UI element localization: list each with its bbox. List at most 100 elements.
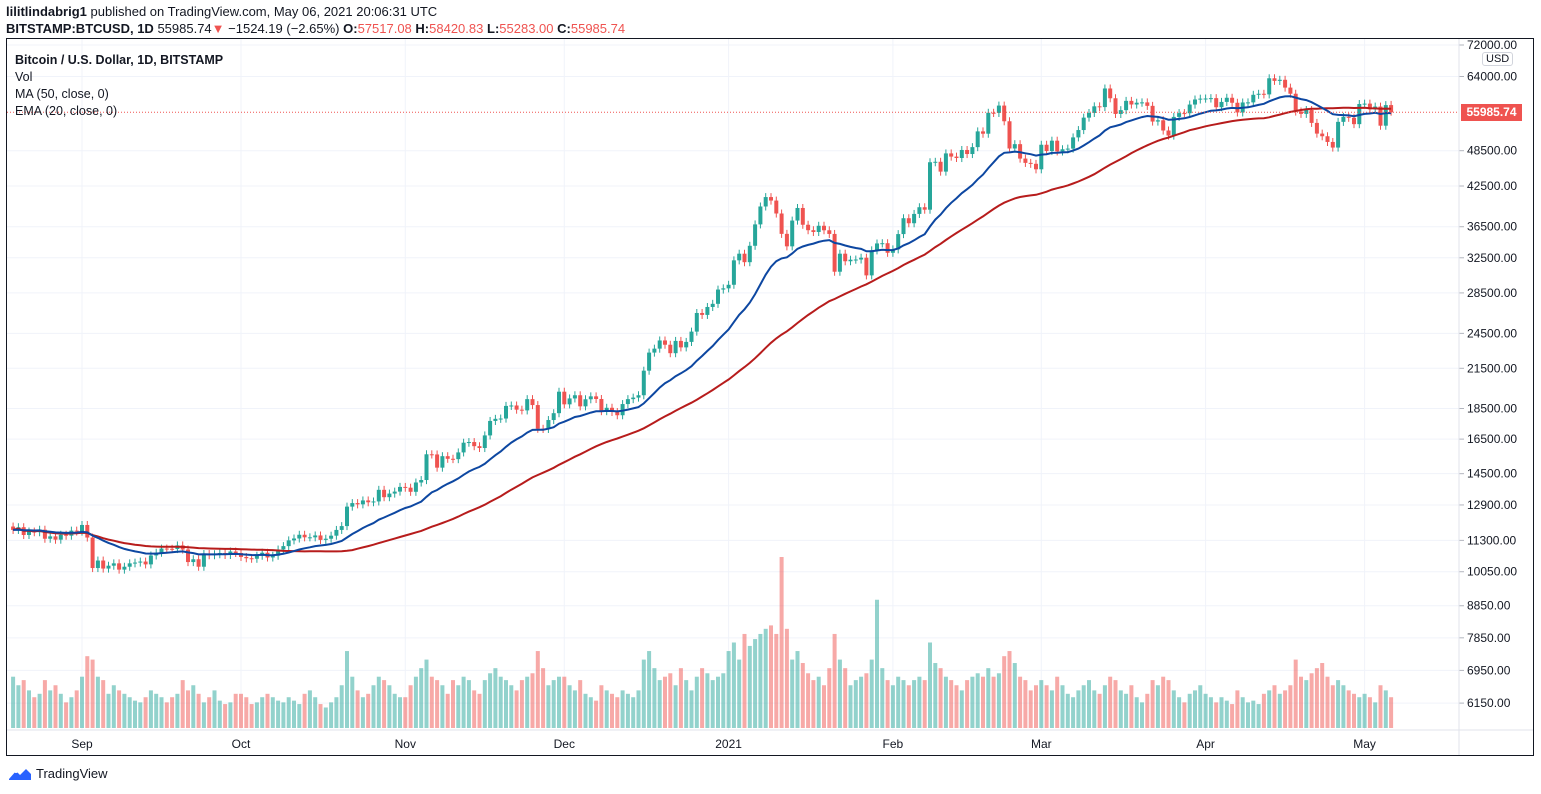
price-change: −1524.19 (−2.65%) [228,21,340,36]
candle-body [1023,158,1028,163]
volume-bar [424,659,429,728]
candle-body [164,548,169,550]
candle-body [1081,117,1086,131]
volume-bar [461,676,466,728]
volume-bar [572,690,577,728]
volume-bar [32,697,37,728]
candle-body [329,535,334,539]
volume-bar [784,628,789,728]
legend-ema[interactable]: EMA (20, close, 0) [15,104,118,118]
y-tick-label: 16500.00 [1467,432,1517,446]
volume-bar [1055,676,1060,728]
legend-vol[interactable]: Vol [15,70,33,84]
footer-logo[interactable]: TradingView [8,766,108,781]
volume-bar [848,685,853,728]
candle-body [398,486,402,492]
candle-body [133,562,137,564]
candle-body [191,559,196,563]
last-price: 55985.74 [157,21,212,36]
candle-body [1108,88,1113,99]
candle-body [562,391,567,405]
volume-bar [1309,673,1314,728]
y-tick-label: 6150.00 [1467,696,1511,710]
volume-bar [657,680,662,728]
volume-bar [811,680,816,728]
volume-bar [466,680,471,728]
candle-body [461,442,466,453]
volume-bar [875,599,879,728]
candle-body [1039,144,1044,170]
candle-body [885,243,890,253]
volume-bar [1203,693,1208,728]
volume-bar [154,693,159,728]
volume-bar [382,680,387,728]
candle-body [1293,93,1298,112]
candle-body [1267,78,1272,95]
candle-body [991,112,996,114]
candle-body [1140,102,1144,104]
volume-bar [1177,697,1182,728]
candle-body [117,563,122,570]
volume-bar [1102,685,1107,728]
volume-bar [1261,693,1266,728]
volume-bar [530,673,535,728]
volume-bar [594,700,599,728]
candle-body [143,561,148,565]
volume-bar [413,676,418,728]
volume-bar [965,680,970,728]
volume-bar [673,685,678,728]
candle-body [1325,136,1330,142]
volume-bar [64,702,69,728]
volume-bar [832,633,837,728]
candle-body [663,340,667,345]
candle-body [138,561,143,563]
candle-body [80,524,84,532]
x-tick-label: Mar [1031,737,1052,751]
volume-bar [647,651,652,728]
ema20-line [13,95,1392,557]
candle-body [594,396,599,399]
candle-body [122,566,127,570]
candle-body [90,537,95,569]
candle-body [721,288,726,290]
volume-bar [329,702,334,728]
candle-body [429,454,434,456]
volume-bar [1193,690,1197,728]
x-tick-label: Nov [395,737,416,751]
volume-bar [1373,702,1378,728]
candle-body [196,559,201,567]
volume-bar [1357,697,1362,728]
currency-badge[interactable]: USD [1482,52,1514,66]
volume-bar [562,676,567,728]
volume-bar [1124,693,1129,728]
volume-bar [498,676,503,728]
volume-bar [1299,676,1303,728]
volume-bar [1097,693,1102,728]
volume-bar [747,645,752,728]
candle-body [975,131,980,148]
volume-bar [265,693,270,728]
candle-body [943,153,948,172]
volume-bar [938,668,943,728]
candle-body [869,250,874,276]
candle-body [769,197,773,201]
volume-bar [1012,663,1017,728]
legend-ma[interactable]: MA (50, close, 0) [15,87,109,101]
y-tick-label: 48500.00 [1467,144,1517,158]
candle-body [1166,130,1171,136]
volume-bar [488,673,493,728]
volume-bar [1267,690,1272,728]
candle-body [413,482,418,492]
candle-body [896,234,901,250]
author-name[interactable]: lilitlindabrig1 [6,4,87,19]
volume-bar [170,697,175,728]
candle-body [350,503,355,507]
y-tick-label: 7850.00 [1467,631,1511,645]
candle-body [1034,163,1038,170]
volume-bar [689,690,694,728]
candle-body [1378,106,1383,126]
candle-body [292,538,296,541]
candle-body [758,206,763,225]
volume-bar [159,697,164,728]
